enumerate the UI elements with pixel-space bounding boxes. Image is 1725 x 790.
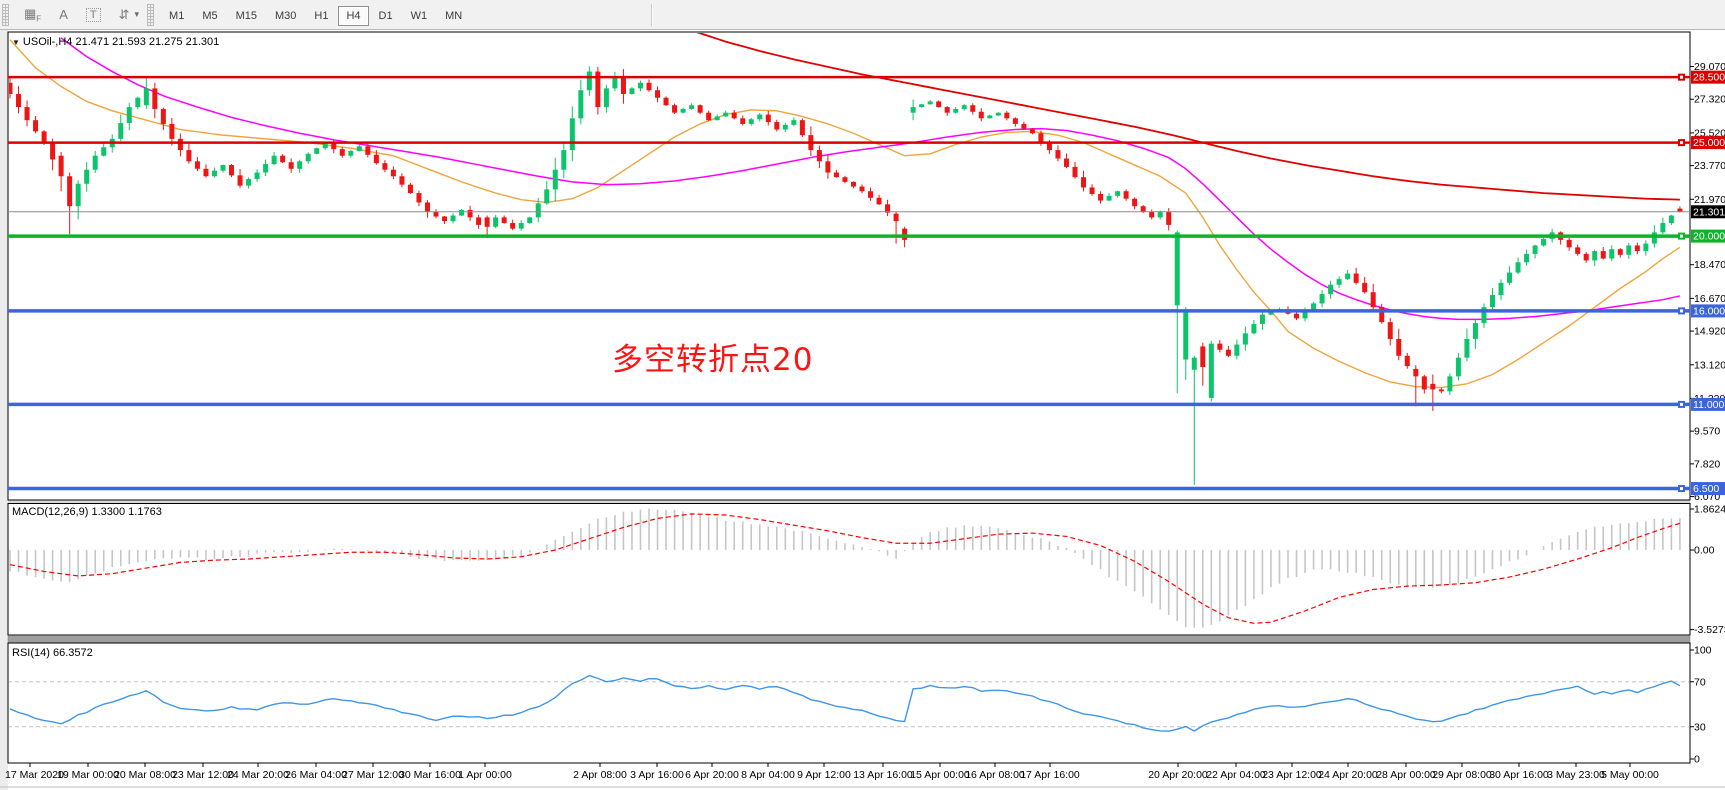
svg-text:3 Apr 16:00: 3 Apr 16:00	[630, 769, 684, 781]
svg-text:18.470: 18.470	[1694, 259, 1725, 271]
rsi-panel[interactable]	[7, 642, 1691, 764]
timeframe-button-h1[interactable]: H1	[314, 9, 329, 22]
svg-text:16.670: 16.670	[1694, 293, 1725, 305]
svg-text:20 Mar 08:00: 20 Mar 08:00	[114, 769, 176, 781]
svg-text:15 Apr 00:00: 15 Apr 00:00	[910, 769, 970, 781]
svg-text:19 Mar 00:00: 19 Mar 00:00	[57, 769, 119, 781]
svg-text:70: 70	[1694, 676, 1706, 688]
svg-text:0: 0	[1694, 754, 1700, 766]
svg-text:17 Apr 16:00: 17 Apr 16:00	[1020, 769, 1080, 781]
svg-text:21.301: 21.301	[1693, 206, 1725, 218]
svg-text:1.8624: 1.8624	[1694, 504, 1725, 516]
toolbar: ▦F A T ⇵ ▾ M1 M5 M15 M30 H1 H4 D1 W1 MN	[0, 0, 1725, 30]
svg-text:24 Apr 20:00: 24 Apr 20:00	[1318, 769, 1378, 781]
svg-text:17 Mar 2020: 17 Mar 2020	[5, 769, 64, 781]
toolbar-drag-handle[interactable]	[2, 3, 9, 26]
svg-text:100: 100	[1694, 645, 1712, 657]
font-a-icon[interactable]: A	[59, 7, 68, 22]
svg-text:20.000: 20.000	[1693, 231, 1725, 243]
svg-text:27.320: 27.320	[1694, 94, 1725, 106]
timeframe-button-w1[interactable]: W1	[410, 9, 428, 22]
price-panel[interactable]	[7, 31, 1691, 501]
left-edge-strip	[0, 30, 8, 790]
timeframe-button-m5[interactable]: M5	[202, 9, 218, 22]
svg-text:30 Mar 16:00: 30 Mar 16:00	[399, 769, 461, 781]
svg-text:5 May 00:00: 5 May 00:00	[1601, 769, 1659, 781]
svg-text:30 Apr 16:00: 30 Apr 16:00	[1489, 769, 1549, 781]
svg-text:25.000: 25.000	[1693, 137, 1725, 149]
svg-text:6 Apr 20:00: 6 Apr 20:00	[685, 769, 739, 781]
grid-font-icon[interactable]: ▦F	[24, 5, 42, 24]
macd-panel[interactable]	[7, 503, 1691, 636]
price-axis: 29.07027.32025.52023.77021.97018.47016.6…	[1690, 61, 1725, 766]
svg-text:23 Mar 12:00: 23 Mar 12:00	[172, 769, 234, 781]
svg-text:14.920: 14.920	[1694, 326, 1725, 338]
timeframe-button-d1[interactable]: D1	[378, 9, 393, 22]
svg-text:13.120: 13.120	[1694, 359, 1725, 371]
svg-text:20 Apr 20:00: 20 Apr 20:00	[1148, 769, 1208, 781]
toolbar-separator	[651, 3, 653, 26]
arrange-arrows-icon[interactable]: ⇵	[118, 6, 130, 22]
svg-text:3 May 23:00: 3 May 23:00	[1547, 769, 1605, 781]
svg-text:23 Apr 12:00: 23 Apr 12:00	[1262, 769, 1322, 781]
svg-text:1 Apr 00:00: 1 Apr 00:00	[458, 769, 512, 781]
svg-text:24 Mar 20:00: 24 Mar 20:00	[227, 769, 289, 781]
ma-slow-red	[696, 33, 1680, 201]
rsi-line	[9, 674, 1681, 732]
svg-text:8 Apr 04:00: 8 Apr 04:00	[741, 769, 795, 781]
svg-text:28 Apr 00:00: 28 Apr 00:00	[1376, 769, 1436, 781]
dropdown-caret-icon[interactable]: ▾	[134, 9, 140, 19]
svg-text:27 Mar 12:00: 27 Mar 12:00	[342, 769, 404, 781]
svg-text:11.000: 11.000	[1693, 399, 1724, 411]
svg-text:26 Mar 04:00: 26 Mar 04:00	[285, 769, 347, 781]
timeframe-button-m1[interactable]: M1	[169, 9, 185, 22]
svg-text:13 Apr 16:00: 13 Apr 16:00	[853, 769, 913, 781]
macd-signal-line	[9, 513, 1681, 624]
svg-text:-3.5273: -3.5273	[1694, 624, 1725, 636]
svg-text:2 Apr 08:00: 2 Apr 08:00	[573, 769, 627, 781]
svg-text:29.070: 29.070	[1694, 61, 1725, 73]
svg-text:23.770: 23.770	[1694, 160, 1725, 172]
timeframe-button-group: M1 M5 M15 M30 H1 H4 D1 W1 MN	[160, 5, 471, 26]
panel-splitter-1[interactable]	[8, 500, 1690, 504]
price-panel-content	[9, 33, 1683, 485]
timeframe-button-m15[interactable]: M15	[235, 9, 257, 22]
svg-text:16.000: 16.000	[1693, 305, 1725, 317]
svg-text:0.00: 0.00	[1694, 545, 1715, 557]
svg-text:7.820: 7.820	[1694, 458, 1720, 470]
svg-text:9.570: 9.570	[1694, 426, 1720, 438]
svg-text:21.970: 21.970	[1694, 194, 1725, 206]
rsi-content	[9, 674, 1689, 732]
svg-text:29 Apr 08:00: 29 Apr 08:00	[1432, 769, 1492, 781]
svg-text:16 Apr 08:00: 16 Apr 08:00	[965, 769, 1025, 781]
text-label-icon[interactable]: T	[85, 7, 101, 22]
svg-text:28.500: 28.500	[1693, 72, 1725, 84]
timeframe-button-m30[interactable]: M30	[275, 9, 297, 22]
svg-text:9 Apr 12:00: 9 Apr 12:00	[797, 769, 851, 781]
ma-mid-magenta	[60, 37, 1681, 321]
svg-text:22 Apr 04:00: 22 Apr 04:00	[1206, 769, 1266, 781]
panel-splitter-2[interactable]	[7, 635, 1691, 644]
ma-fast-orange	[9, 39, 1681, 389]
timeframe-button-mn[interactable]: MN	[445, 9, 463, 22]
macd-content	[9, 508, 1681, 628]
candlestick-series	[9, 66, 1683, 485]
timeframe-bar-handle[interactable]	[147, 3, 155, 26]
timeframe-button-h4[interactable]: H4	[338, 5, 369, 26]
svg-text:6.500: 6.500	[1693, 483, 1719, 495]
svg-text:30: 30	[1694, 721, 1706, 733]
